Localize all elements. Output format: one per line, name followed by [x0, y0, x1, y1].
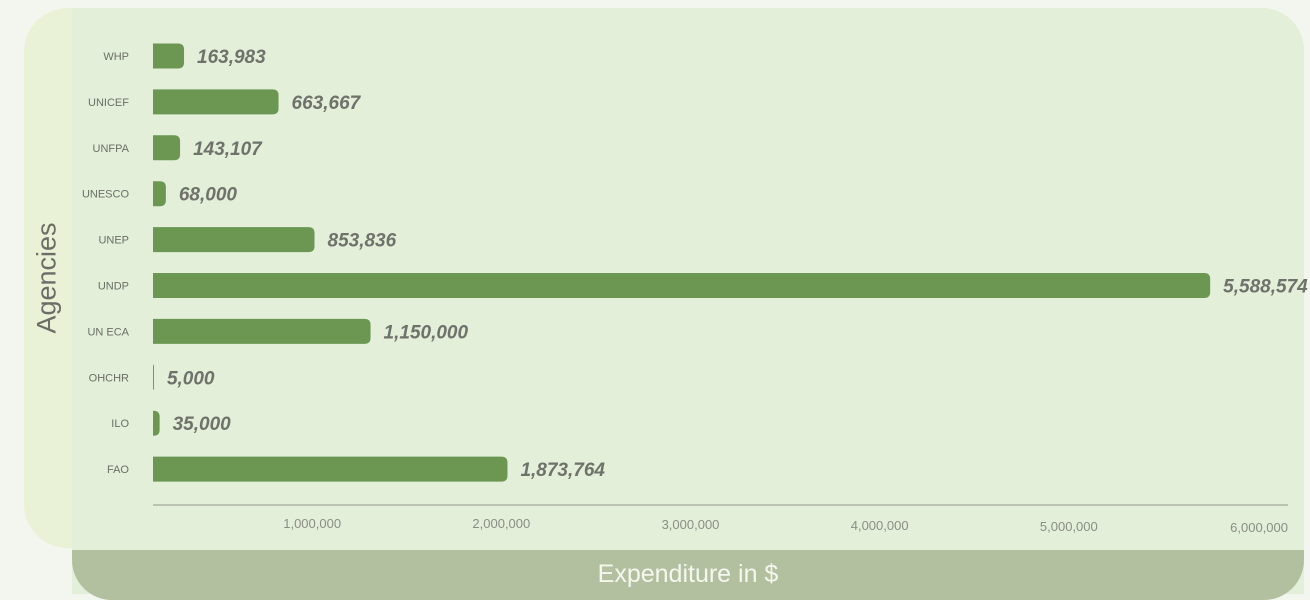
category-label-undp: UNDP [98, 281, 129, 293]
category-label-unesco: UNESCO [82, 189, 130, 201]
bar-fao [153, 457, 507, 482]
value-label-ilo: 35,000 [173, 414, 232, 435]
x-tick-label-3: 3,000,000 [662, 517, 720, 532]
bar-ohchr [153, 365, 154, 390]
bar-ilo [153, 411, 160, 436]
bar-unep [153, 227, 315, 252]
category-label-fao: FAO [107, 464, 129, 476]
bar-undp [153, 273, 1210, 298]
x-tick-label-5: 5,000,000 [1040, 519, 1098, 534]
x-tick-label-4: 4,000,000 [851, 518, 909, 533]
value-label-unep: 853,836 [328, 231, 397, 252]
category-label-unicef: UNICEF [88, 97, 129, 109]
value-label-ohchr: 5,000 [167, 368, 215, 389]
x-tick-label-1: 1,000,000 [283, 516, 341, 531]
bar-whp [153, 44, 184, 69]
category-label-un-eca: UN ECA [87, 326, 129, 338]
value-label-un-eca: 1,150,000 [384, 322, 469, 343]
bar-un-eca [153, 319, 371, 344]
category-label-unep: UNEP [98, 235, 129, 247]
category-label-ilo: ILO [111, 418, 129, 430]
bar-unesco [153, 181, 166, 206]
bar-unfpa [153, 135, 180, 160]
value-label-whp: 163,983 [197, 47, 266, 68]
category-label-ohchr: OHCHR [89, 372, 129, 384]
value-label-unesco: 68,000 [179, 185, 238, 206]
category-label-unfpa: UNFPA [93, 143, 130, 155]
x-tick-label-6: 6,000,000 [1230, 520, 1288, 535]
bar-unicef [153, 89, 279, 114]
category-label-whp: WHP [103, 51, 129, 63]
value-label-unfpa: 143,107 [193, 139, 263, 160]
value-label-undp: 5,588,574 [1223, 277, 1308, 298]
value-label-fao: 1,873,764 [520, 460, 605, 481]
ticks-group: 1,000,000 2,000,000 3,000,000 4,000,000 5,00… [283, 516, 1288, 535]
x-tick-label-2: 2,000,000 [472, 516, 530, 531]
value-label-unicef: 663,667 [292, 93, 362, 114]
